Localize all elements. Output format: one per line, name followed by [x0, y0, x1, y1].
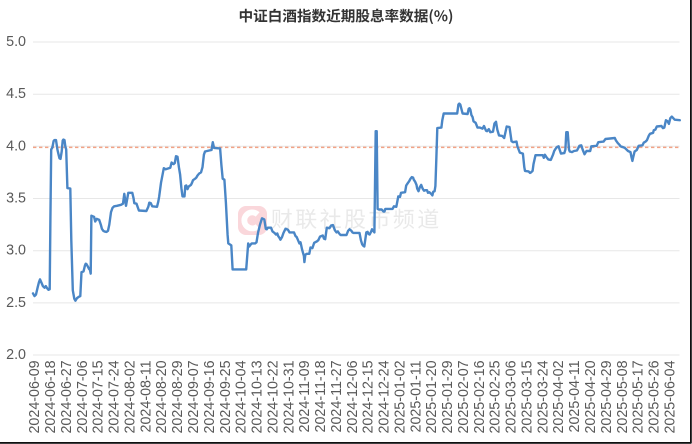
- svg-text:2025-01-20: 2025-01-20: [424, 360, 440, 433]
- svg-text:4.5: 4.5: [6, 86, 26, 102]
- svg-text:2024-09-25: 2024-09-25: [218, 360, 234, 433]
- svg-text:2025-01-02: 2025-01-02: [392, 360, 408, 433]
- svg-text:2024-09-16: 2024-09-16: [202, 360, 218, 433]
- svg-text:2.0: 2.0: [6, 347, 26, 363]
- svg-text:2024-08-20: 2024-08-20: [154, 360, 170, 433]
- svg-text:2024-06-27: 2024-06-27: [59, 360, 75, 433]
- svg-text:2024-11-09: 2024-11-09: [297, 360, 313, 432]
- svg-text:2024-11-18: 2024-11-18: [313, 360, 329, 432]
- svg-text:3.5: 3.5: [6, 191, 26, 207]
- svg-text:2024-07-15: 2024-07-15: [91, 360, 107, 433]
- svg-text:2024-07-24: 2024-07-24: [107, 360, 123, 433]
- svg-text:2024-08-29: 2024-08-29: [170, 360, 186, 433]
- svg-text:2024-10-13: 2024-10-13: [250, 360, 266, 433]
- svg-text:2025-05-26: 2025-05-26: [647, 360, 663, 433]
- svg-text:2024-09-07: 2024-09-07: [186, 360, 202, 433]
- svg-text:2024-06-18: 2024-06-18: [43, 360, 59, 433]
- svg-text:2025-04-11: 2025-04-11: [567, 360, 583, 432]
- svg-text:2024-11-27: 2024-11-27: [329, 360, 345, 432]
- svg-text:2025-01-11: 2025-01-11: [408, 360, 424, 432]
- svg-text:2024-08-11: 2024-08-11: [138, 360, 154, 432]
- svg-text:2025-04-02: 2025-04-02: [551, 360, 567, 433]
- svg-text:2025-02-25: 2025-02-25: [488, 360, 504, 433]
- svg-text:2025-01-29: 2025-01-29: [440, 360, 456, 433]
- svg-text:2025-02-16: 2025-02-16: [472, 360, 488, 433]
- svg-text:2025-03-24: 2025-03-24: [535, 360, 551, 433]
- svg-text:2025-06-04: 2025-06-04: [662, 360, 678, 433]
- svg-text:2025-05-17: 2025-05-17: [631, 360, 647, 433]
- svg-text:2024-08-02: 2024-08-02: [123, 360, 139, 433]
- svg-text:2025-03-15: 2025-03-15: [520, 360, 536, 433]
- svg-text:2024-12-24: 2024-12-24: [377, 360, 393, 433]
- svg-text:2025-04-29: 2025-04-29: [599, 360, 615, 433]
- svg-text:2024-06-09: 2024-06-09: [27, 360, 43, 433]
- svg-text:2024-10-04: 2024-10-04: [234, 360, 250, 433]
- svg-text:2025-03-06: 2025-03-06: [504, 360, 520, 433]
- svg-text:2025-05-08: 2025-05-08: [615, 360, 631, 433]
- svg-text:5.0: 5.0: [6, 34, 26, 50]
- svg-text:2025-04-20: 2025-04-20: [583, 360, 599, 433]
- svg-text:4.0: 4.0: [6, 138, 26, 154]
- svg-text:2024-12-06: 2024-12-06: [345, 360, 361, 433]
- svg-text:2024-07-06: 2024-07-06: [75, 360, 91, 433]
- svg-text:2024-10-22: 2024-10-22: [265, 360, 281, 433]
- svg-text:2024-10-31: 2024-10-31: [281, 360, 297, 433]
- svg-text:2025-02-07: 2025-02-07: [456, 360, 472, 433]
- svg-text:2.5: 2.5: [6, 295, 26, 311]
- svg-text:3.0: 3.0: [6, 243, 26, 259]
- svg-text:2024-12-15: 2024-12-15: [361, 360, 377, 433]
